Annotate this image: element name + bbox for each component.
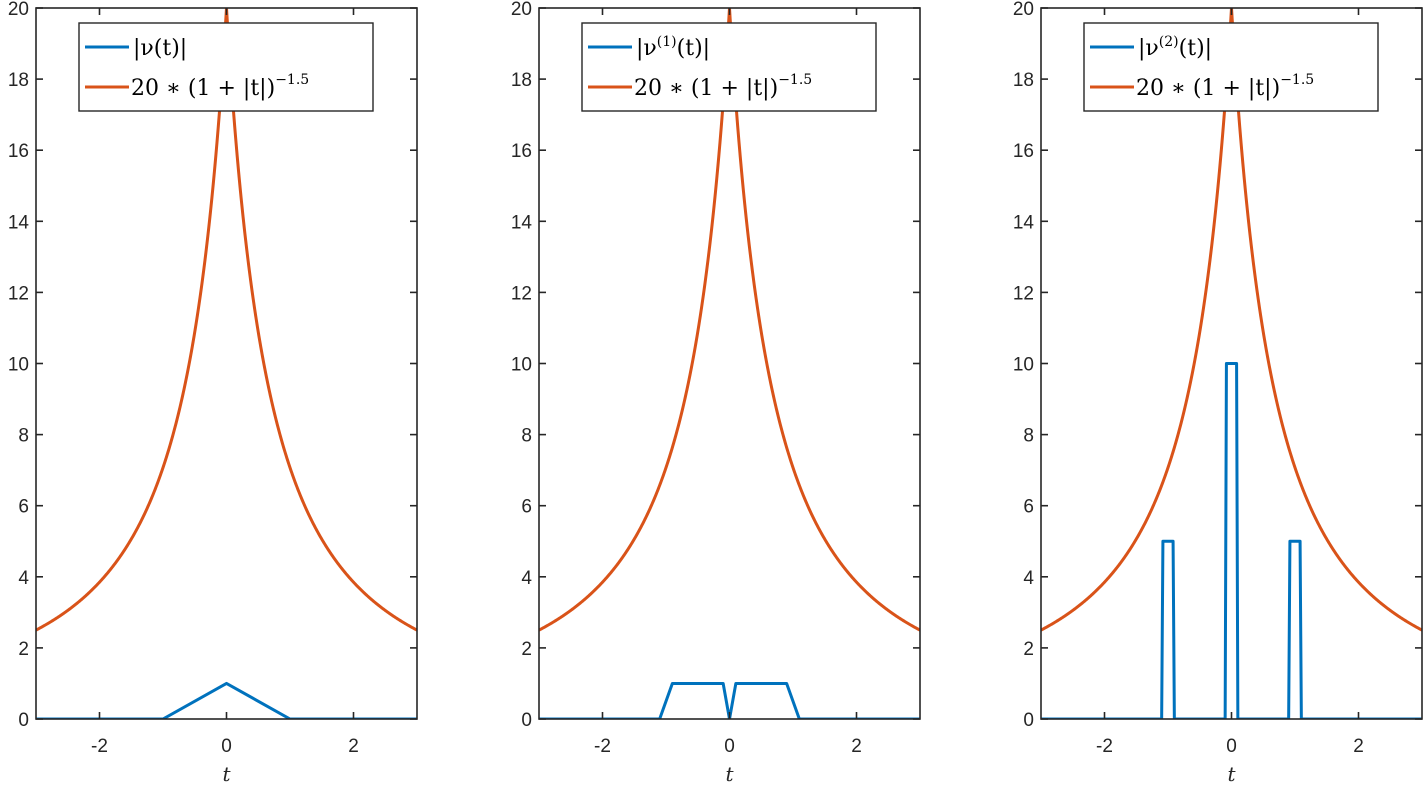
y-tick-label: 14 (511, 212, 533, 233)
y-tick-label: 18 (8, 70, 29, 91)
legend-entry-nu: |ν(t)| (133, 36, 187, 61)
x-tick-label: 2 (851, 736, 862, 757)
legend-entry-nu: |ν(1)(t)| (636, 34, 710, 61)
y-tick-label: 14 (8, 212, 30, 233)
x-tick-label: -2 (594, 736, 611, 757)
legend: |ν(1)(t)| 20 ∗ (1 + |t|)−1.5 (581, 22, 877, 112)
x-tick-label: -2 (91, 736, 108, 757)
x-tick-label: 0 (724, 736, 735, 757)
y-tick-label: 16 (511, 141, 532, 162)
y-tick-label: 4 (521, 568, 532, 589)
series-bound-line (1041, 8, 1422, 632)
axes-box (35, 7, 418, 720)
y-tick-label: 6 (1023, 497, 1034, 518)
x-axis-label: t (222, 762, 231, 785)
legend-entry-bound: 20 ∗ (1 + |t|)−1.5 (1136, 72, 1314, 101)
legend-entry-bound: 20 ∗ (1 + |t|)−1.5 (634, 72, 812, 101)
x-tick-label: 2 (348, 736, 359, 757)
x-tick-label: -2 (1096, 736, 1113, 757)
y-tick-label: 18 (511, 70, 532, 91)
legend-entry-bound: 20 ∗ (1 + |t|)−1.5 (131, 72, 309, 101)
y-tick-label: 16 (1013, 141, 1034, 162)
subplot-1: 0 2 4 6 8 10 12 14 16 18 20 -2 0 2 t |ν(t)| 20 ∗ (1 + |t… (8, 0, 418, 785)
y-tick-label: 4 (18, 568, 29, 589)
y-tick-label: 10 (8, 355, 29, 376)
y-tick-label: 8 (1023, 426, 1034, 447)
y-tick-label: 16 (8, 141, 29, 162)
subplot-3: 0 2 4 6 8 10 12 14 16 18 20 -2 0 2 t |ν(2)(t)| 20 ∗ (1 +… (1013, 0, 1423, 785)
subplot-2: 0 2 4 6 8 10 12 14 16 18 20 -2 0 2 t |ν(1)(t)| 20 ∗ (1 +… (511, 0, 921, 785)
y-tick-label: 20 (1013, 0, 1034, 20)
y-tick-label: 0 (521, 710, 532, 731)
series-nu-line (539, 681, 920, 719)
y-tick-label: 18 (1013, 70, 1034, 91)
x-tick-label: 0 (1226, 736, 1237, 757)
x-axis-label: t (1227, 762, 1236, 785)
series-nu-line (36, 681, 417, 719)
y-tick-label: 12 (8, 283, 29, 304)
y-tick-label: 8 (18, 426, 29, 447)
y-tick-label: 10 (511, 355, 532, 376)
y-tick-label: 12 (1013, 283, 1034, 304)
y-tick-label: 14 (1013, 212, 1035, 233)
x-tick-label: 2 (1353, 736, 1364, 757)
y-tick-label: 12 (511, 283, 532, 304)
x-axis-label: t (725, 762, 734, 785)
y-tick-label: 6 (521, 497, 532, 518)
y-tick-label: 2 (521, 639, 532, 660)
y-tick-label: 2 (1023, 639, 1034, 660)
y-tick-label: 20 (8, 0, 29, 20)
y-tick-label: 20 (511, 0, 532, 20)
y-tick-label: 4 (1023, 568, 1034, 589)
legend: |ν(2)(t)| 20 ∗ (1 + |t|)−1.5 (1083, 22, 1379, 112)
legend-entry-nu: |ν(2)(t)| (1138, 34, 1212, 61)
y-tick-label: 0 (1023, 710, 1034, 731)
axes-box (538, 7, 921, 720)
y-tick-label: 8 (521, 426, 532, 447)
y-tick-label: 6 (18, 497, 29, 518)
y-tick-label: 2 (18, 639, 29, 660)
legend: |ν(t)| 20 ∗ (1 + |t|)−1.5 (78, 22, 374, 112)
series-nu-line (1041, 362, 1422, 719)
y-tick-label: 10 (1013, 355, 1034, 376)
y-tick-label: 0 (18, 710, 29, 731)
series-bound-line (36, 8, 417, 632)
x-tick-label: 0 (221, 736, 232, 757)
series-bound-line (539, 8, 920, 632)
